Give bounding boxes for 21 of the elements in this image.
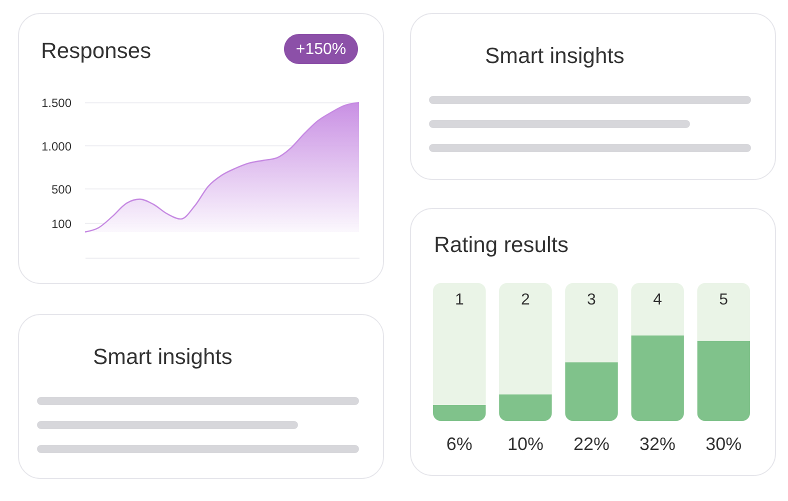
y-tick-label: 100: [51, 216, 72, 231]
data-label: 30%: [706, 434, 742, 454]
text: +150%: [296, 41, 346, 58]
bar: [499, 394, 552, 421]
bar: [433, 404, 486, 421]
x-tick-label: 2: [521, 292, 530, 308]
data-label: 10%: [507, 434, 544, 454]
x-tick-label: 1: [454, 292, 464, 308]
y-tick-label: 1.000: [41, 139, 72, 154]
x-tick-label: 4: [653, 292, 662, 308]
y-tick-label: 500: [51, 182, 72, 196]
x-tick-label: 5: [719, 292, 728, 308]
chart-title: Rating results: [434, 232, 569, 257]
chart-title: Responses: [41, 38, 152, 63]
y-tick-label: 1.500: [41, 96, 72, 110]
text: Smart insights: [93, 344, 232, 369]
data-label: 22%: [573, 434, 610, 454]
data-label: 32%: [640, 434, 676, 454]
data-label: 6%: [446, 434, 472, 454]
x-tick-label: 3: [587, 292, 596, 308]
text: Smart insights: [485, 43, 624, 68]
